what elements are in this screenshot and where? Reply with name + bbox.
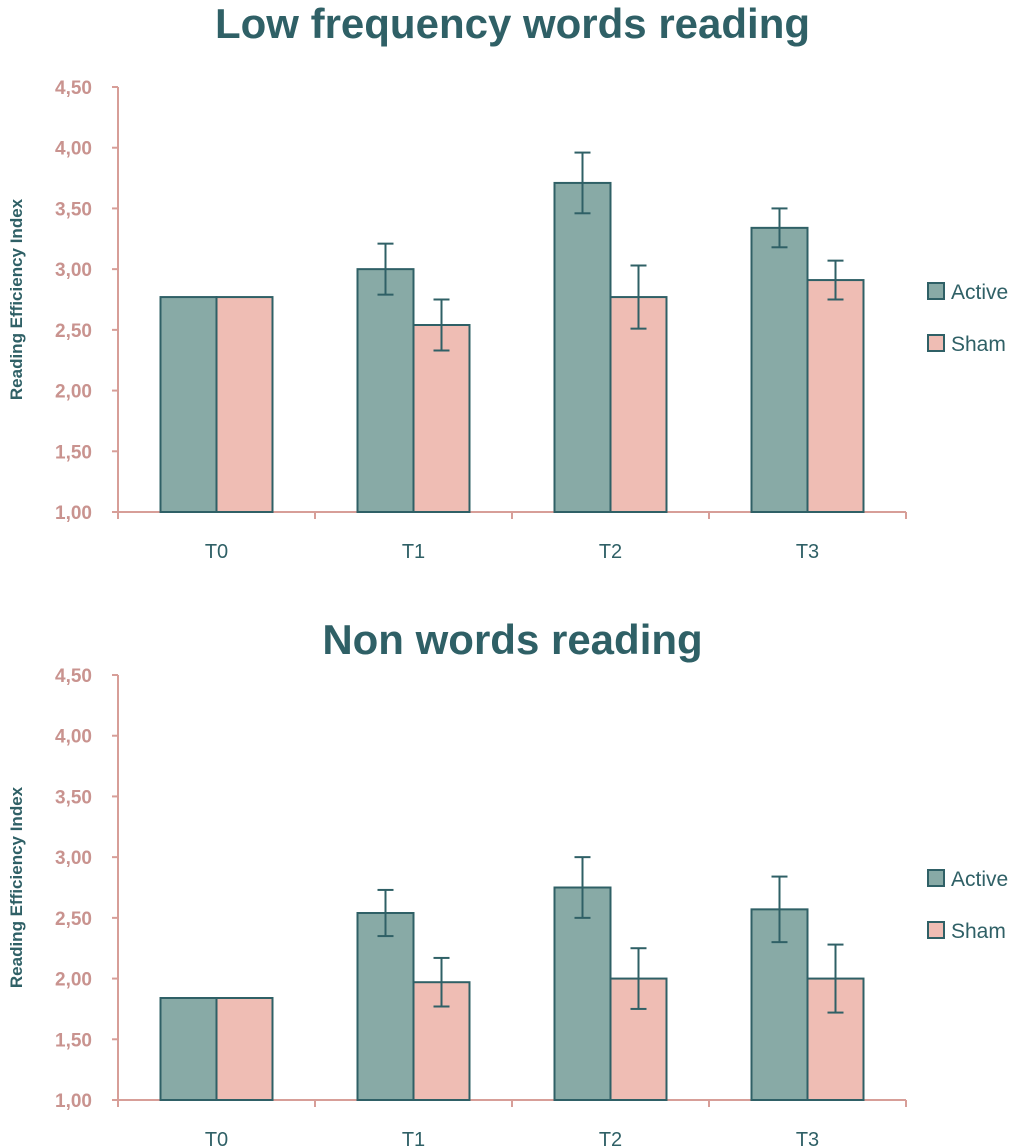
x-tick-label: T1 xyxy=(402,541,425,563)
y-tick-label: 4,50 xyxy=(55,666,92,687)
error-bar xyxy=(433,298,450,352)
y-tick-label: 3,50 xyxy=(55,199,92,220)
bar-sham xyxy=(215,997,274,1101)
error-bar xyxy=(771,207,788,249)
y-tick-label: 3,00 xyxy=(55,848,92,869)
bar-active xyxy=(159,296,218,514)
y-axis-title: Reading Efficiency Index xyxy=(7,198,26,400)
y-tick-label: 3,50 xyxy=(55,787,92,808)
x-tick-label: T1 xyxy=(402,1129,425,1148)
error-bar xyxy=(377,888,394,938)
x-tick-label: T0 xyxy=(205,1129,228,1148)
bar-sham xyxy=(806,279,865,514)
error-bar xyxy=(771,875,788,944)
legend-swatch-sham xyxy=(927,921,945,939)
error-bar xyxy=(827,943,844,1014)
bar-active xyxy=(356,912,415,1101)
y-tick-label: 1,50 xyxy=(55,442,92,463)
x-tick-label: T3 xyxy=(796,1129,819,1148)
bar-active xyxy=(553,886,612,1101)
bar-sham xyxy=(609,296,668,514)
y-tick-label: 2,50 xyxy=(55,909,92,930)
legend-swatch-active xyxy=(927,869,945,887)
legend-label-sham: Sham xyxy=(951,333,1006,356)
bar-sham xyxy=(215,296,274,514)
chart-title: Non words reading xyxy=(322,616,703,663)
error-bar xyxy=(574,856,591,919)
bar-sham xyxy=(412,324,471,513)
bar-active xyxy=(356,268,415,513)
y-tick-label: 4,00 xyxy=(55,139,92,160)
error-bar xyxy=(827,259,844,301)
y-tick-label: 4,00 xyxy=(55,727,92,748)
error-bar xyxy=(433,956,450,1008)
x-tick-label: T3 xyxy=(796,541,819,563)
legend-label-active: Active xyxy=(951,281,1008,304)
legend-label-active: Active xyxy=(951,868,1008,891)
bar-active xyxy=(553,181,612,514)
bar-active xyxy=(159,997,218,1101)
y-tick-label: 2,00 xyxy=(55,970,92,991)
chart-panel-low-frequency: 1,00 1,50 2,00 2,50 3,00 3,50 4,00 4,50 Reading … xyxy=(7,0,1008,563)
y-tick-label: 2,50 xyxy=(55,321,92,342)
x-tick-label: T2 xyxy=(599,1129,622,1148)
legend-label-sham: Sham xyxy=(951,920,1006,943)
y-tick-label: 4,50 xyxy=(55,78,92,99)
y-tick-label: 3,00 xyxy=(55,260,92,281)
y-tick-label: 1,00 xyxy=(55,503,92,524)
y-tick-label: 1,50 xyxy=(55,1030,92,1051)
x-tick-label: T0 xyxy=(205,541,228,563)
chart-panel-non-words: 1,00 1,50 2,00 2,50 3,00 3,50 4,00 4,50 Reading … xyxy=(0,588,1025,1148)
chart-svg-non-words: 1,00 1,50 2,00 2,50 3,00 3,50 4,00 4,50 Reading … xyxy=(7,666,1008,1148)
error-bar xyxy=(377,242,394,296)
chart-svg-low-frequency: 1,00 1,50 2,00 2,50 3,00 3,50 4,00 4,50 Reading … xyxy=(7,78,1008,563)
y-tick-label: 2,00 xyxy=(55,382,92,403)
error-bar xyxy=(630,947,647,1010)
error-bar xyxy=(630,264,647,330)
bar-active xyxy=(750,226,809,513)
error-bar xyxy=(574,151,591,215)
chart-title: Low frequency words reading xyxy=(214,0,811,47)
y-axis-title: Reading Efficiency Index xyxy=(7,786,26,988)
legend-swatch-active xyxy=(927,282,945,300)
y-tick-label: 1,00 xyxy=(55,1091,92,1112)
legend-swatch-sham xyxy=(927,334,945,352)
x-tick-label: T2 xyxy=(599,541,622,563)
